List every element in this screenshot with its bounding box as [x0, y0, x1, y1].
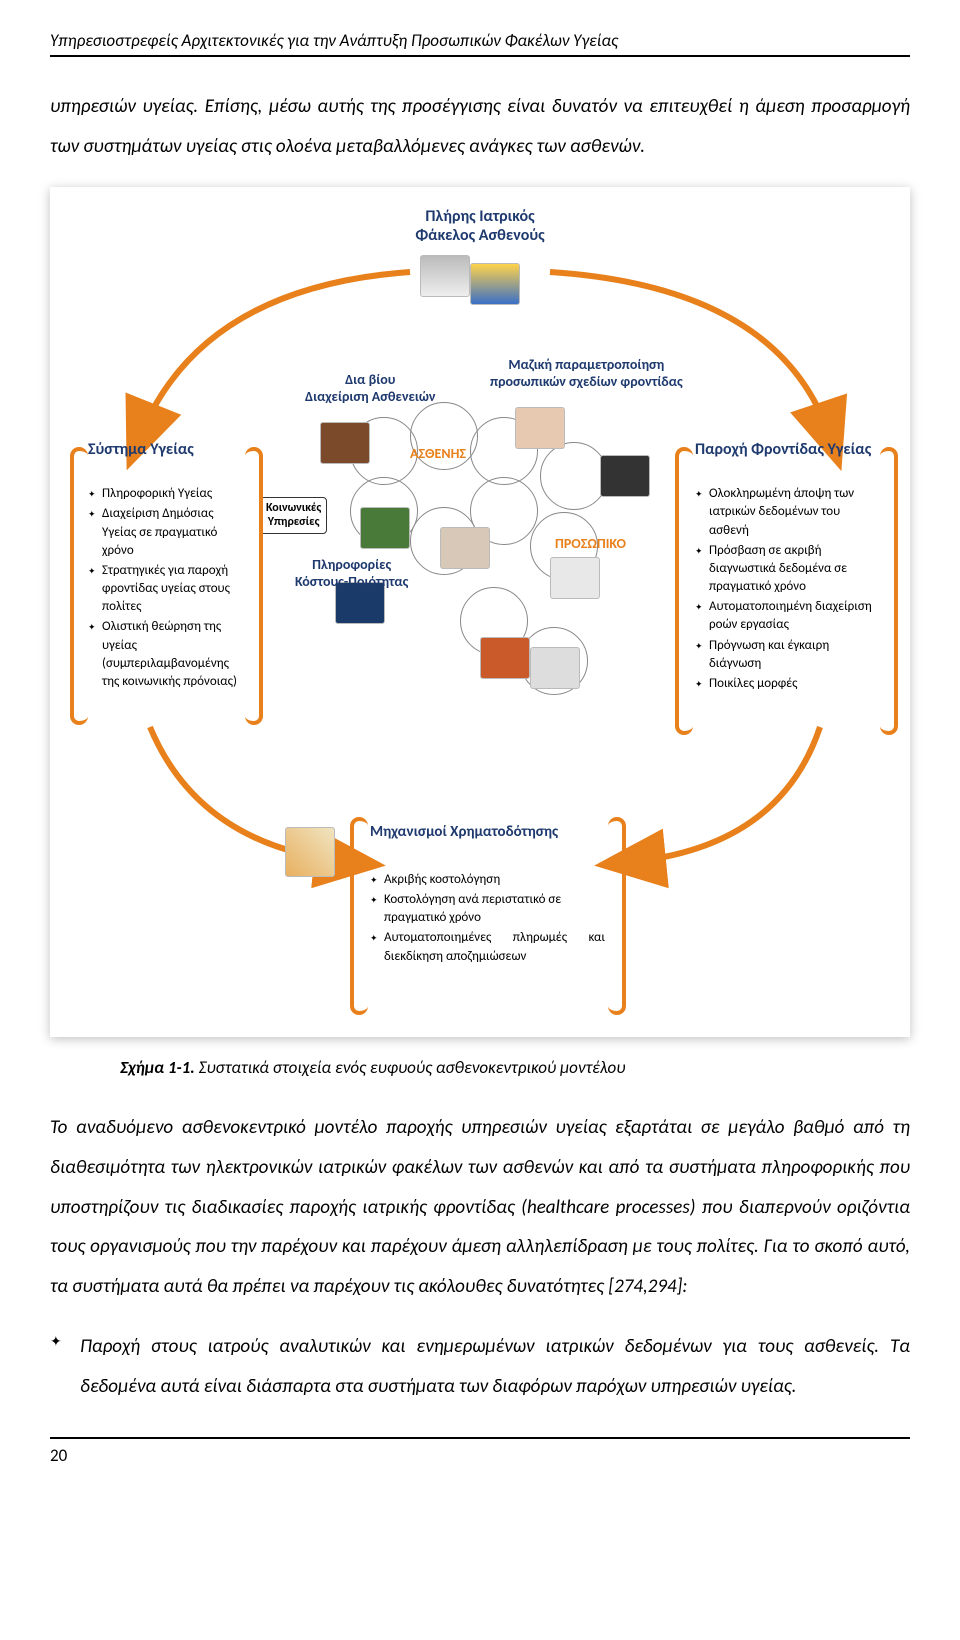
paragraph-1: υπηρεσιών υγείας. Επίσης, μέσω αυτής της…	[50, 87, 910, 167]
caption-number: Σχήμα 1-1.	[120, 1057, 195, 1078]
bottom-title: Μηχανισμοί Χρηματοδότησης	[370, 822, 605, 843]
bracket-icon	[350, 817, 368, 1015]
caption-text: Συστατικά στοιχεία ενός ευφυούς ασθενοκε…	[195, 1057, 626, 1078]
right-section: Παροχή Φροντίδας Υγείας Ολοκληρωμένη άπο…	[695, 439, 875, 695]
bracket-icon	[608, 817, 626, 1015]
page-number: 20	[50, 1445, 67, 1466]
list-item: Ακριβής κοστολόγηση	[370, 871, 605, 889]
staff-label: ΠΡΟΣΩΠΙΚΟ	[555, 535, 626, 552]
patient-label: ΑΣΘΕΝΗΣ	[410, 445, 466, 462]
paragraph-2: Το αναδυόμενο ασθενοκεντρικό μοντέλο παρ…	[50, 1108, 910, 1307]
page-footer: 20	[50, 1437, 910, 1466]
list-item: Στρατηγικές για παροχή φροντίδας υγείας …	[88, 562, 248, 617]
top-label: Πλήρης Ιατρικός Φάκελος Ασθενούς	[415, 207, 544, 245]
right-title: Παροχή Φροντίδας Υγείας	[695, 439, 875, 461]
thumb-icon	[470, 263, 520, 305]
list-item: Ολιστική θεώρηση της υγείας (συμπεριλαμβ…	[88, 618, 248, 691]
thumb-icon	[480, 637, 530, 679]
lifelong-label: Δια βίου Διαχείριση Ασθενειών	[305, 372, 436, 406]
figure-1-1: Πλήρης Ιατρικός Φάκελος Ασθενούς Δια βίο…	[50, 187, 910, 1037]
list-item: Αυτοματοποιημένη διαχείριση ροών εργασία…	[695, 598, 875, 634]
list-item: Πληροφορική Υγείας	[88, 485, 248, 503]
costinfo-label: Πληροφορίες Κόστους-Ποιότητας	[295, 557, 408, 591]
thumb-icon	[530, 647, 580, 689]
bullet-item: Παροχή στους ιατρούς αναλυτικών και ενημ…	[50, 1327, 910, 1407]
list-item: Πρόγνωση και έγκαιρη διάγνωση	[695, 637, 875, 673]
thumb-icon	[285, 827, 335, 877]
page-header: Υπηρεσιοστρεφείς Αρχιτεκτονικές για την …	[50, 30, 910, 57]
list-item: Ποικίλες μορφές	[695, 675, 875, 693]
thumb-icon	[360, 507, 410, 549]
list-item: Διαχείριση Δημόσιας Υγείας σε πραγματικό…	[88, 505, 248, 560]
left-section: Σύστημα Υγείας Πληροφορική Υγείας Διαχεί…	[88, 439, 248, 693]
mass-label: Μαζική παραμετροποίηση προσωπικών σχεδίω…	[490, 357, 683, 391]
bottom-section: Μηχανισμοί Χρηματοδότησης Ακριβής κοστολ…	[370, 822, 605, 968]
list-item: Πρόσβαση σε ακριβή διαγνωστικά δεδομένα …	[695, 542, 875, 597]
thumb-icon	[440, 527, 490, 569]
bracket-icon	[675, 447, 693, 735]
social-services-box: Κοινωνικές Υπηρεσίες	[260, 497, 327, 534]
bracket-icon	[880, 447, 898, 735]
thumb-icon	[420, 255, 470, 297]
list-item: Ολοκληρωμένη άποψη των ιατρικών δεδομένω…	[695, 485, 875, 540]
thumb-icon	[550, 557, 600, 599]
bracket-icon	[70, 447, 88, 725]
list-item: Αυτοματοποιημένες πληρωμές και διεκδίκησ…	[370, 929, 605, 965]
thumb-icon	[600, 455, 650, 497]
left-title: Σύστημα Υγείας	[88, 439, 248, 461]
thumb-icon	[515, 407, 565, 449]
figure-caption: Σχήμα 1-1. Συστατικά στοιχεία ενός ευφυο…	[120, 1057, 910, 1078]
list-item: Κοστολόγηση ανά περιστατικό σε πραγματικ…	[370, 891, 605, 927]
thumb-icon	[320, 422, 370, 464]
venn-circle	[540, 442, 608, 510]
